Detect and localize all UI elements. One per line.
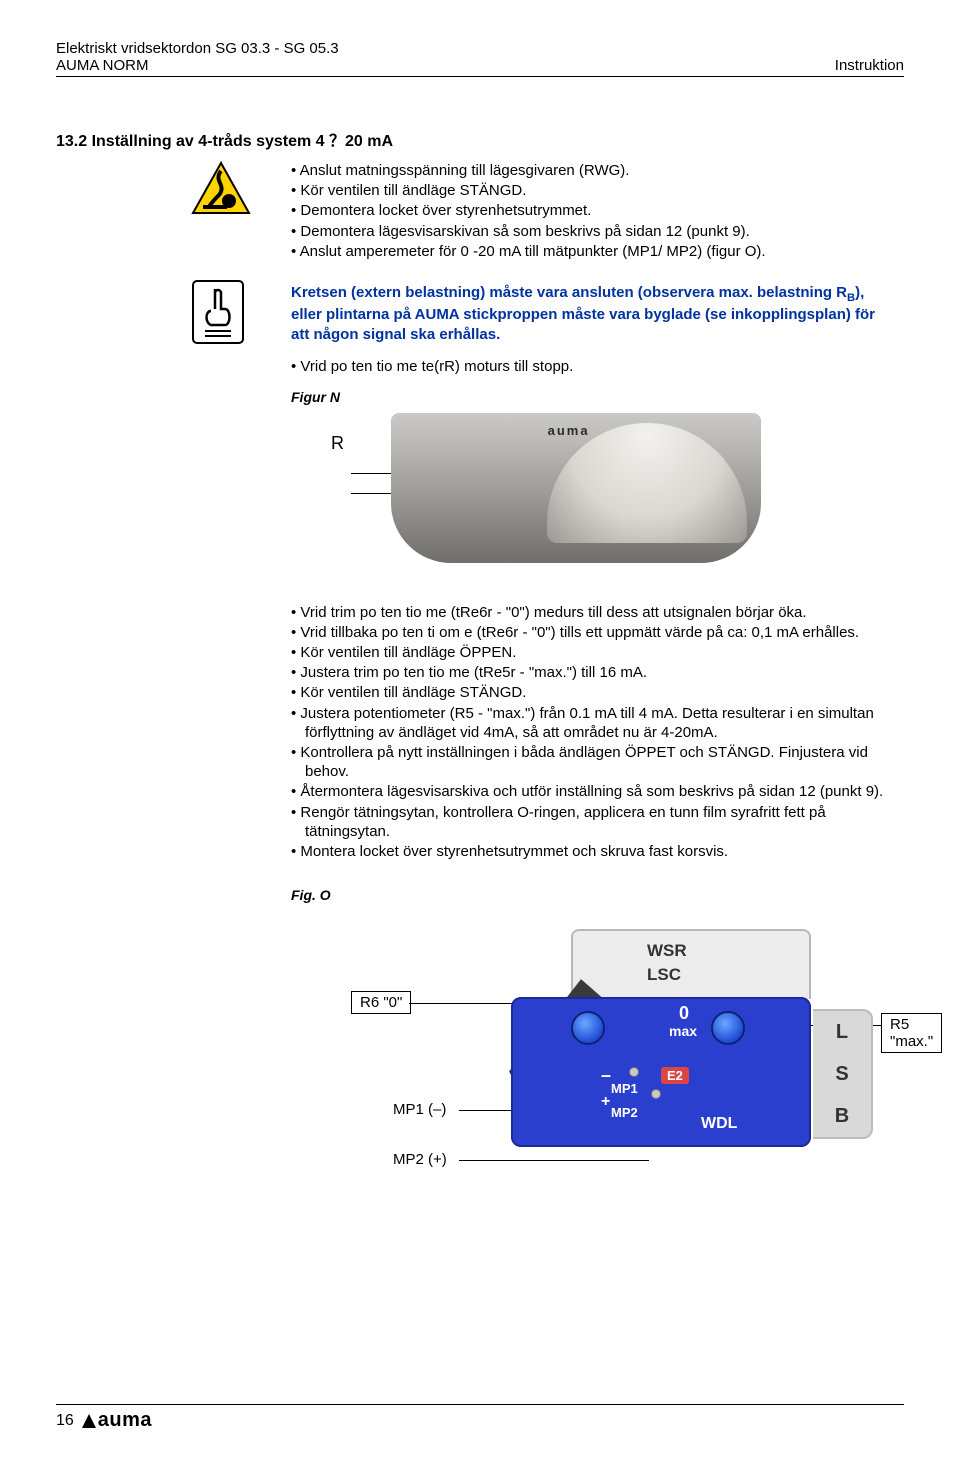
bullet-item: Demontera locket över styrenhetsutrymmet… <box>291 201 894 220</box>
test-point-mp2 <box>651 1089 661 1099</box>
board-text-mp2: MP2 <box>611 1105 638 1120</box>
content-body: Anslut matningsspänning till lägesgivare… <box>291 161 894 1213</box>
board-text-mp1: MP1 <box>611 1081 638 1096</box>
figure-o-label: Fig. O <box>291 887 894 903</box>
figure-n-photo: auma <box>391 413 761 563</box>
bullet-item: Kontrollera på nytt inställningen i båda… <box>291 743 894 781</box>
figure-o-top-housing: WSR LSC <box>571 929 811 999</box>
bullet-item: Kör ventilen till ändläge ÖPPEN. <box>291 643 894 662</box>
header-right: Instruktion <box>835 57 904 74</box>
note-block: Kretsen (extern belastning) måste vara a… <box>291 283 894 344</box>
note-sub: B <box>847 292 855 304</box>
side-letter-b: B <box>835 1105 849 1128</box>
board-text-wdl: WDL <box>701 1115 737 1133</box>
callout-mp2: MP2 (+) <box>393 1151 447 1168</box>
figure-o-board: 0 max MP1 MP2 E2 WDL – + <box>511 997 811 1147</box>
single-bullet: Vrid po ten tio me te(rR) moturs till st… <box>291 358 894 375</box>
callout-mp1: MP1 (–) <box>393 1101 446 1118</box>
instruction-block-1: Anslut matningsspänning till lägesgivare… <box>291 161 894 261</box>
bullet-item: Kör ventilen till ändläge STÄNGD. <box>291 181 894 200</box>
bullet-item: Vrid tillbaka po ten ti om e (tRe6r - "0… <box>291 623 894 642</box>
potentiometer-r5 <box>711 1011 745 1045</box>
board-text-zero: 0 <box>679 1003 689 1024</box>
brand-text: auma <box>98 1409 152 1432</box>
test-point-mp1 <box>629 1067 639 1077</box>
page-footer: 16 auma <box>56 1404 904 1432</box>
bullet-item: Justera potentiometer (R5 - "max.") från… <box>291 704 894 742</box>
triangle-icon <box>82 1414 96 1428</box>
figure-n-label: Figur N <box>291 389 894 405</box>
bullet-item: Kör ventilen till ändläge STÄNGD. <box>291 683 894 702</box>
section-title: 13.2 Inställning av 4-tråds system 4 ？20… <box>56 127 904 151</box>
board-text-lsc: LSC <box>647 965 681 985</box>
side-letter-l: L <box>836 1021 848 1044</box>
figure-o-side-housing: L S B <box>813 1009 873 1139</box>
figure-o: R6 "0" R5 "max." MP1 (–) MP2 (+) WSR LSC… <box>291 913 894 1213</box>
page-number: 16 <box>56 1412 74 1430</box>
auma-logo: auma <box>82 1409 152 1432</box>
board-text-e2: E2 <box>661 1067 689 1084</box>
figure-n-dial <box>547 423 747 543</box>
board-text-max: max <box>669 1023 697 1039</box>
bullet-item: Demontera lägesvisarskivan så som beskri… <box>291 222 894 241</box>
doc-title-2: AUMA NORM <box>56 57 339 74</box>
bullet-item: Anslut amperemeter för 0 -20 mA till mät… <box>291 242 894 261</box>
esd-warning-icon <box>191 161 251 221</box>
doc-title-1: Elektriskt vridsektordon SG 03.3 - SG 05… <box>56 40 339 57</box>
bullet-item: Anslut matningsspänning till lägesgivare… <box>291 161 894 180</box>
note-text-1: Kretsen (extern belastning) måste vara a… <box>291 284 847 301</box>
minus-icon: – <box>601 1065 611 1086</box>
figure-o-device: WSR LSC WDR LSA 0 max MP1 MP2 E2 WDL – + <box>511 929 811 1169</box>
bullet-item: Vrid trim po ten tio me (tRe6r - "0") me… <box>291 603 894 622</box>
figure-n-r-label: R <box>331 433 344 454</box>
bullet-list-1: Anslut matningsspänning till lägesgivare… <box>291 161 894 261</box>
figure-n: R auma <box>291 413 894 583</box>
bullet-item: Rengör tätningsytan, kontrollera O-ringe… <box>291 803 894 841</box>
bullet-item: Justera trim po ten tio me (tRe5r - "max… <box>291 663 894 682</box>
side-letter-s: S <box>835 1063 848 1086</box>
callout-r5: R5 "max." <box>881 1013 942 1053</box>
pointing-hand-icon <box>191 279 245 350</box>
callout-r6: R6 "0" <box>351 991 411 1014</box>
bullet-item: Återmontera lägesvisarskiva och utför in… <box>291 782 894 801</box>
board-text-wsr: WSR <box>647 941 687 961</box>
bullet-list-2: Vrid trim po ten tio me (tRe6r - "0") me… <box>291 603 894 861</box>
header-left: Elektriskt vridsektordon SG 03.3 - SG 05… <box>56 40 339 74</box>
figure-n-brand: auma <box>548 423 590 438</box>
plus-icon: + <box>601 1093 610 1111</box>
bullet-item: Montera locket över styrenhetsutrymmet o… <box>291 842 894 861</box>
potentiometer-r6 <box>571 1011 605 1045</box>
page-header: Elektriskt vridsektordon SG 03.3 - SG 05… <box>56 40 904 77</box>
